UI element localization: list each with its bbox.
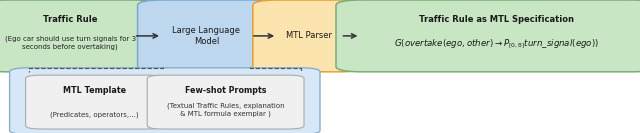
- FancyBboxPatch shape: [253, 0, 365, 72]
- Text: (Predicates, operators,...): (Predicates, operators,...): [50, 111, 139, 118]
- FancyBboxPatch shape: [0, 0, 158, 72]
- FancyBboxPatch shape: [26, 75, 163, 129]
- Text: MTL Parser: MTL Parser: [286, 31, 332, 40]
- Text: MTL Template: MTL Template: [63, 86, 126, 95]
- Text: Few-shot Prompts: Few-shot Prompts: [185, 86, 266, 95]
- Text: $G(overtake(ego, other) \rightarrow P_{[0,8]}turn\_signal(ego))$: $G(overtake(ego, other) \rightarrow P_{[…: [394, 37, 599, 51]
- FancyBboxPatch shape: [10, 68, 320, 133]
- Text: Large Language
Model: Large Language Model: [172, 26, 241, 46]
- Text: Traffic Rule as MTL Specification: Traffic Rule as MTL Specification: [419, 15, 574, 24]
- FancyBboxPatch shape: [147, 75, 304, 129]
- Text: (Ego car should use turn signals for 3
seconds before overtaking): (Ego car should use turn signals for 3 s…: [4, 35, 136, 50]
- FancyBboxPatch shape: [336, 0, 640, 72]
- FancyBboxPatch shape: [138, 0, 275, 72]
- Text: (Textual Traffic Rules, explanation
& MTL formula exemplar ): (Textual Traffic Rules, explanation & MT…: [167, 102, 284, 117]
- Text: Traffic Rule: Traffic Rule: [43, 15, 97, 24]
